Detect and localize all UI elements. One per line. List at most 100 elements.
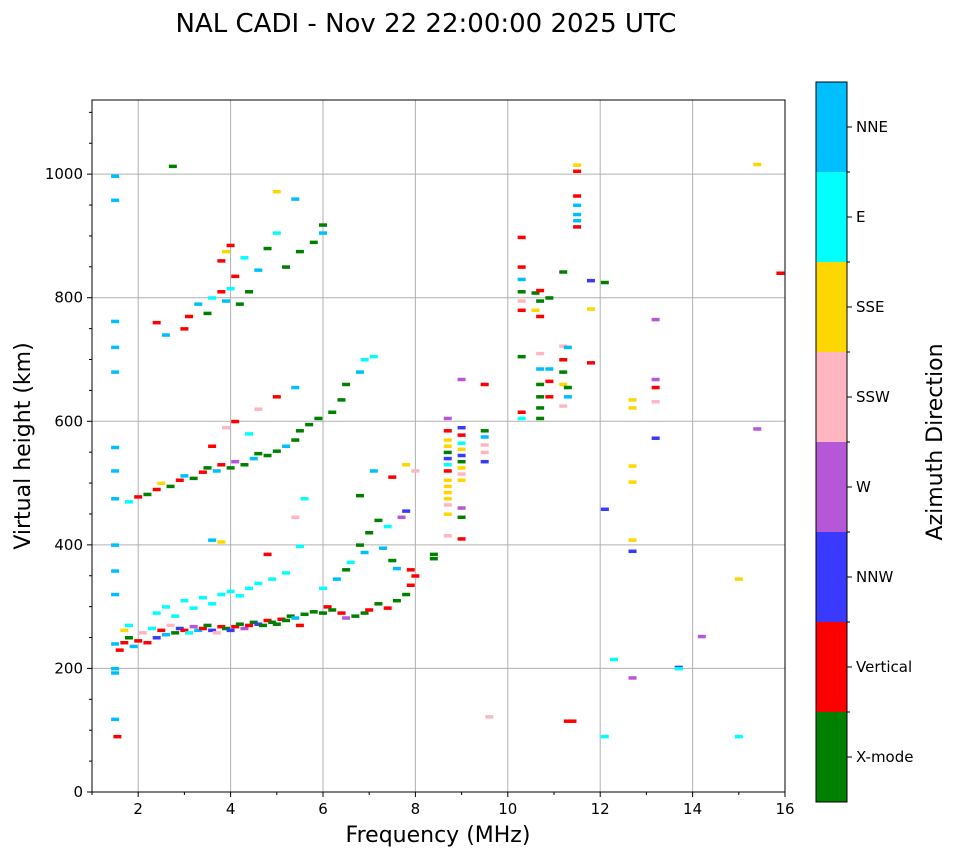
- y-tick-label: 0: [73, 783, 83, 801]
- y-tick-label: 400: [54, 536, 83, 554]
- data-point: [111, 642, 120, 646]
- data-point: [563, 345, 572, 350]
- data-point: [189, 606, 198, 610]
- data-point: [263, 453, 272, 458]
- data-point: [323, 605, 332, 609]
- data-point: [113, 734, 122, 739]
- data-point: [305, 422, 314, 427]
- data-point: [628, 398, 637, 402]
- data-point: [600, 280, 609, 285]
- data-point: [457, 459, 466, 464]
- data-point: [319, 223, 327, 227]
- data-point: [319, 586, 327, 591]
- data-point: [129, 644, 138, 649]
- colorbar-segment: [816, 172, 847, 262]
- data-point: [392, 598, 401, 603]
- data-point: [397, 515, 406, 520]
- x-tick-label: 2: [133, 800, 143, 818]
- data-point: [328, 608, 337, 612]
- data-point: [226, 589, 235, 594]
- data-point: [328, 410, 337, 415]
- data-point: [254, 581, 263, 586]
- data-point: [217, 540, 226, 544]
- data-point: [536, 395, 545, 399]
- data-point: [429, 556, 438, 561]
- data-point: [300, 612, 309, 617]
- data-point: [168, 164, 177, 169]
- data-point: [559, 382, 568, 387]
- data-point: [272, 189, 281, 194]
- data-point: [231, 624, 240, 629]
- data-point: [235, 302, 244, 306]
- data-point: [272, 622, 281, 626]
- data-point: [185, 631, 194, 635]
- data-point: [753, 162, 762, 167]
- data-point: [402, 509, 411, 513]
- data-point: [291, 197, 300, 201]
- data-point: [545, 367, 554, 371]
- data-point: [342, 616, 351, 620]
- data-point: [291, 438, 300, 442]
- data-point: [254, 622, 263, 626]
- data-point: [586, 307, 595, 311]
- data-point: [651, 317, 660, 322]
- data-point: [586, 361, 595, 365]
- data-point: [189, 476, 198, 481]
- data-point: [245, 432, 254, 436]
- data-point: [388, 475, 397, 479]
- data-point: [263, 246, 272, 251]
- data-point: [536, 367, 545, 371]
- data-point: [111, 592, 120, 597]
- data-point: [457, 515, 466, 520]
- data-point: [120, 640, 129, 645]
- x-tick-label: 4: [226, 800, 236, 818]
- data-point: [208, 628, 217, 633]
- data-point: [651, 400, 660, 404]
- data-point: [517, 308, 526, 313]
- data-point: [295, 623, 304, 628]
- data-point: [180, 598, 189, 603]
- data-point: [573, 169, 582, 174]
- data-point: [443, 438, 452, 442]
- y-tick-label: 200: [54, 659, 83, 677]
- data-point: [351, 614, 360, 618]
- data-point: [272, 449, 281, 453]
- data-point: [443, 478, 452, 482]
- data-point: [157, 481, 166, 486]
- data-point: [374, 602, 383, 606]
- colorbar-segment: [816, 262, 847, 352]
- data-point: [268, 577, 277, 581]
- data-point: [457, 453, 466, 458]
- data-point: [277, 617, 286, 621]
- data-point: [573, 218, 582, 223]
- data-point: [443, 416, 452, 421]
- data-point: [291, 515, 300, 520]
- data-point: [319, 611, 327, 615]
- data-point: [573, 163, 582, 167]
- data-point: [134, 495, 143, 499]
- data-point: [143, 492, 152, 497]
- data-point: [245, 290, 254, 294]
- data-point: [457, 425, 466, 430]
- data-point: [480, 429, 489, 433]
- data-point: [111, 666, 120, 671]
- data-point: [235, 594, 244, 598]
- data-point: [240, 256, 249, 260]
- data-point: [443, 484, 452, 489]
- data-point: [342, 568, 351, 572]
- data-point: [268, 620, 277, 625]
- data-point: [369, 469, 378, 473]
- data-point: [443, 469, 452, 473]
- data-point: [152, 320, 161, 325]
- data-point: [231, 419, 240, 424]
- data-point: [480, 459, 489, 464]
- data-point: [152, 611, 161, 615]
- data-point: [628, 464, 637, 468]
- data-point: [226, 243, 235, 248]
- data-point: [536, 299, 545, 303]
- chart-title: NAL CADI - Nov 22 22:00:00 2025 UTC: [176, 9, 677, 39]
- data-point: [194, 302, 203, 306]
- data-point: [443, 444, 452, 448]
- data-point: [443, 512, 452, 516]
